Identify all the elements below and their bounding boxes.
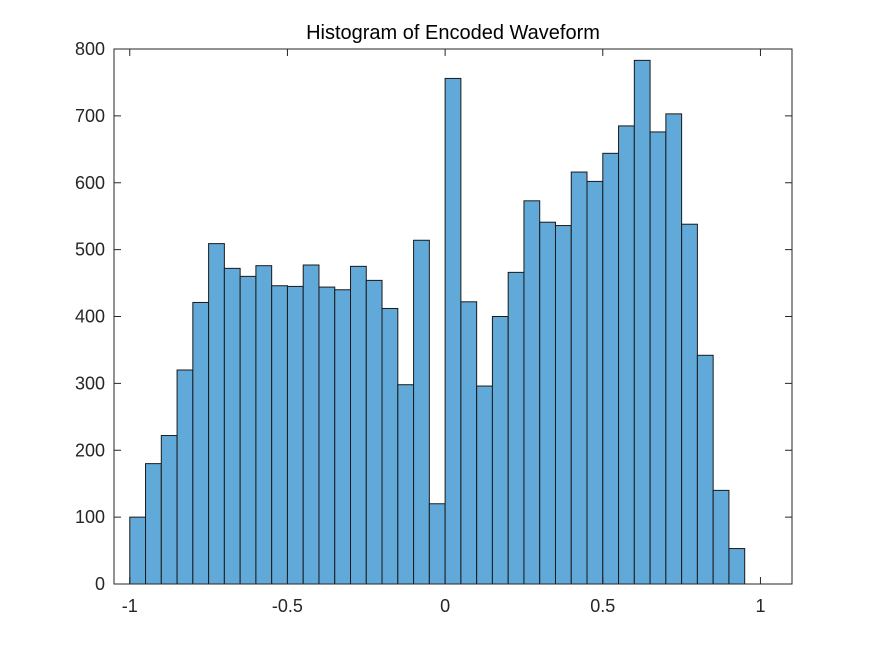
- y-tick-label: 400: [75, 307, 105, 327]
- histogram-bar: [460, 301, 478, 585]
- axes-layer: -1 -0.5 0 0.5 1 0 100 200 300 400 500 600 700 800: [75, 39, 793, 616]
- histogram-bar: [602, 152, 620, 585]
- histogram-bar: [507, 271, 525, 585]
- y-tick-label: 200: [75, 440, 105, 460]
- histogram-bar: [286, 285, 304, 585]
- y-tick-label: 0: [95, 574, 105, 594]
- y-tick-label: 800: [75, 39, 105, 59]
- histogram-bar: [523, 200, 541, 585]
- histogram-bar: [570, 171, 588, 585]
- histogram-bar: [413, 239, 430, 585]
- y-tick-label: 700: [75, 106, 105, 126]
- histogram-bar: [176, 369, 194, 585]
- x-tick-label: -0.5: [272, 596, 303, 616]
- histogram-bar: [302, 264, 320, 585]
- x-tick-label: 0: [440, 596, 450, 616]
- histogram-bar: [649, 131, 667, 585]
- histogram-bar: [491, 316, 509, 585]
- chart-title: Histogram of Encoded Waveform: [306, 22, 600, 44]
- histogram-bar: [618, 125, 635, 585]
- histogram-bar: [160, 435, 178, 585]
- histogram-bar: [239, 275, 257, 585]
- histogram-bar: [381, 307, 399, 585]
- histogram-bar: [255, 265, 273, 585]
- bars-layer: [129, 59, 746, 585]
- x-tick-label: -1: [122, 596, 138, 616]
- x-tick-label: 0.5: [590, 596, 615, 616]
- histogram-bar: [712, 489, 730, 585]
- histogram-bar: [539, 221, 556, 585]
- histogram-bar: [428, 503, 446, 585]
- histogram-bar: [728, 548, 746, 585]
- histogram-bar: [365, 279, 383, 585]
- histogram-bar: [129, 516, 147, 585]
- y-tick-label: 100: [75, 507, 105, 527]
- histogram-bar: [444, 77, 462, 585]
- histogram-bar: [145, 463, 162, 585]
- histogram-bar: [665, 113, 683, 585]
- histogram-bar: [696, 354, 714, 585]
- histogram-bar: [350, 265, 367, 585]
- y-tick-label: 500: [75, 240, 105, 260]
- y-tick-label: 600: [75, 173, 105, 193]
- histogram-bar: [681, 223, 698, 585]
- histogram-bar: [633, 59, 651, 585]
- histogram-bar: [192, 301, 210, 585]
- histogram-bar: [318, 286, 336, 585]
- x-tick-label: 1: [755, 596, 765, 616]
- histogram-bar: [223, 267, 241, 585]
- histogram-bar: [476, 385, 493, 585]
- histogram-bar: [334, 289, 352, 585]
- histogram-bar: [554, 225, 572, 585]
- histogram-bar: [271, 285, 288, 585]
- histogram-bar: [208, 243, 225, 585]
- histogram-bar: [397, 384, 415, 585]
- y-tick-label: 300: [75, 373, 105, 393]
- histogram-bar: [586, 180, 604, 585]
